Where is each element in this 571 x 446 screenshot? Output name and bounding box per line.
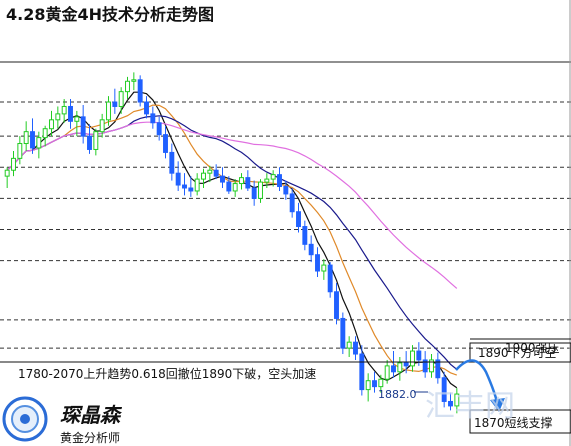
candle-bear: [144, 101, 149, 115]
candle-bear: [334, 291, 339, 319]
candle-bull: [74, 116, 80, 122]
candle-bear: [251, 187, 257, 199]
candle-bear: [80, 116, 86, 137]
candle-bear: [422, 359, 428, 373]
candle-bear: [163, 134, 168, 153]
candle-bull: [384, 365, 390, 380]
logo: [2, 396, 48, 442]
candle-bear: [175, 172, 181, 186]
candle-bear: [372, 380, 377, 388]
logo-center: [20, 414, 30, 424]
candle-bull: [131, 79, 137, 82]
candle-bear: [391, 365, 396, 373]
candle-bear: [213, 169, 219, 177]
candle-bull: [365, 380, 371, 391]
watermark: 汇丰网: [425, 389, 515, 424]
candle-bear: [188, 187, 194, 192]
candle-bear: [327, 264, 333, 293]
candle-bear: [87, 135, 92, 150]
candle-bear: [448, 400, 453, 407]
candle-bear: [403, 362, 409, 367]
candle-bull: [42, 128, 48, 139]
page-title: 4.28黄金4H技术分析走势图: [6, 5, 214, 24]
candle-bear: [156, 122, 162, 136]
candle-bear: [416, 350, 422, 361]
candle-bull: [118, 91, 124, 107]
candle-bear: [308, 243, 314, 256]
candle-bear: [283, 186, 289, 195]
logo-name: 琛晶森: [60, 403, 123, 427]
label-1890-short: 1890下方可空: [478, 345, 557, 360]
logo-subtitle: 黄金分析师: [60, 430, 120, 445]
candle-bull: [55, 113, 61, 121]
ann-box-1870: [469, 409, 571, 434]
candle-bull: [454, 393, 460, 407]
level-lines: [0, 101, 571, 349]
candle-bear: [340, 317, 346, 349]
candle-bull: [61, 105, 67, 115]
candle-bull: [378, 378, 384, 388]
candle-bull: [36, 137, 42, 149]
candle-bear: [277, 174, 282, 188]
candle-bull: [201, 172, 206, 180]
candle-bear: [315, 254, 320, 272]
label-1870-support: 1870短线支撑: [474, 415, 553, 430]
candle-bear: [220, 175, 225, 183]
candle-bull: [232, 183, 238, 192]
forecast-arrowhead: [490, 398, 505, 412]
ma-line-20: [6, 115, 458, 370]
candle-bear: [150, 113, 156, 124]
candle-bear: [359, 353, 365, 391]
candle-bull: [11, 157, 16, 171]
candle-bull: [239, 177, 244, 185]
candle-bull: [346, 341, 352, 349]
candles: [4, 72, 460, 414]
ma-line-10: [6, 104, 458, 376]
candle-bull: [93, 131, 99, 150]
ann-box-1890: [469, 342, 571, 363]
candle-bear: [182, 184, 187, 189]
candle-bull: [410, 350, 415, 367]
candle-bear: [169, 151, 175, 174]
candle-bear: [435, 359, 441, 379]
candle-bull: [17, 143, 23, 159]
candle-bull: [125, 80, 130, 93]
label-1900-resistance: 1900强压: [505, 341, 560, 355]
candle-bear: [441, 377, 447, 402]
candle-bull: [49, 119, 54, 130]
candle-bull: [23, 131, 29, 145]
candle-bull: [106, 101, 111, 121]
candle-bull: [397, 362, 403, 373]
candle-bear: [245, 177, 251, 189]
candle-bull: [258, 181, 263, 199]
candle-bear: [30, 131, 35, 149]
candle-bull: [429, 359, 434, 373]
candle-bear: [68, 105, 73, 122]
candle-bull: [321, 264, 327, 272]
candle-bull: [270, 174, 276, 180]
candle-bull: [4, 169, 10, 177]
candle-bear: [226, 181, 232, 192]
forecast-arrow: [455, 359, 499, 403]
trend-note: 1780-2070上升趋势0.618回撤位1890下破，空头加速: [18, 366, 316, 381]
candle-bull: [207, 169, 213, 174]
candle-bear: [137, 79, 143, 103]
candle-bear: [296, 211, 301, 228]
candle-bear: [112, 101, 118, 107]
candle-bull: [264, 178, 270, 183]
candle-bear: [302, 226, 308, 245]
candle-bull: [99, 119, 105, 133]
candle-bear: [353, 341, 358, 355]
candle-bull: [194, 178, 200, 192]
low-price-label: 1882.0: [378, 388, 417, 401]
candle-bear: [289, 193, 295, 213]
